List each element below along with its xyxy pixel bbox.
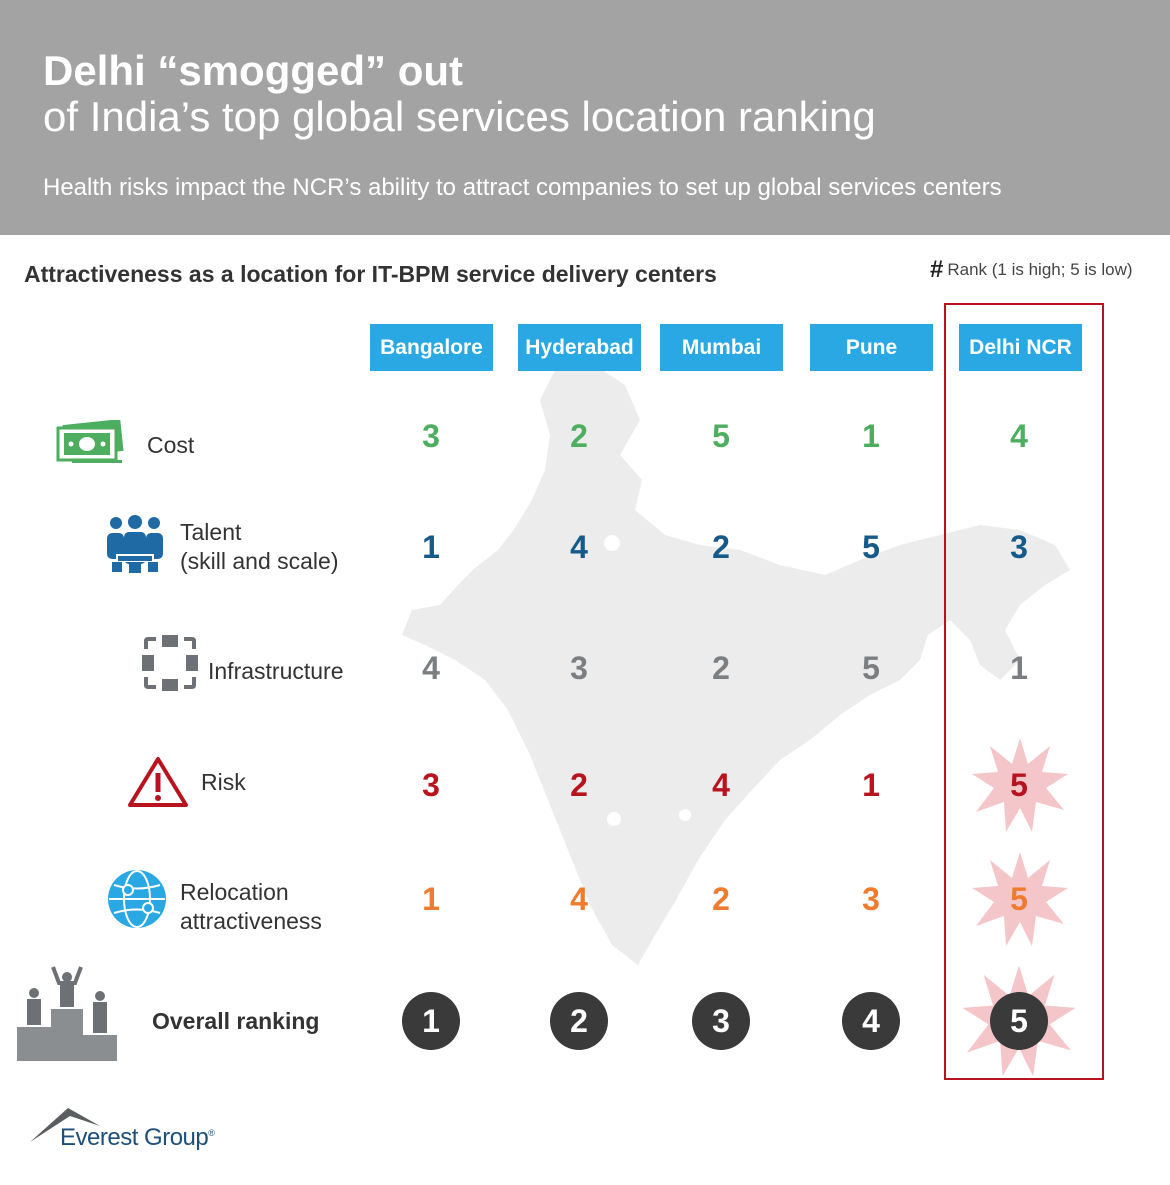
overall-rank-pune: 4 xyxy=(842,992,900,1050)
rank-infrastructure-hyderabad: 3 xyxy=(570,650,588,686)
row-label-infrastructure: Infrastructure xyxy=(208,658,344,684)
header-banner: Delhi “smogged” out of India’s top globa… xyxy=(0,0,1170,235)
burst-relocation-icon xyxy=(972,852,1068,946)
legend-text: Rank (1 is high; 5 is low) xyxy=(947,260,1133,279)
warning-icon xyxy=(128,757,188,807)
rank-infrastructure-mumbai: 2 xyxy=(712,650,730,686)
rank-infrastructure-bangalore: 4 xyxy=(422,650,440,686)
rank-cost-hyderabad: 2 xyxy=(570,418,588,454)
rank-legend: # Rank (1 is high; 5 is low) xyxy=(930,256,1133,284)
row-label-cost: Cost xyxy=(147,432,195,458)
rank-cost-delhi-ncr: 4 xyxy=(1010,418,1028,454)
podium-icon xyxy=(17,966,117,1061)
overall-rank-bangalore: 1 xyxy=(402,992,460,1050)
money-icon xyxy=(56,420,124,463)
rank-relocation-hyderabad: 4 xyxy=(570,881,588,917)
row-label-overall: Overall ranking xyxy=(152,1008,320,1034)
delhi-ncr-highlight-box xyxy=(944,303,1104,1080)
title-bold: Delhi “smogged” out xyxy=(43,47,463,94)
logo-registered-mark: ® xyxy=(208,1128,215,1138)
infrastructure-icon xyxy=(142,635,198,691)
rank-talent-hyderabad: 4 xyxy=(570,529,588,565)
section-title: Attractiveness as a location for IT-BPM … xyxy=(24,261,717,287)
people-icon xyxy=(107,515,163,573)
rank-cost-mumbai: 5 xyxy=(712,418,730,454)
rank-risk-hyderabad: 2 xyxy=(570,767,588,803)
logo-name: Everest Group xyxy=(60,1124,209,1151)
row-label-relocation: Relocation xyxy=(180,879,289,905)
india-map-icon xyxy=(402,365,1070,965)
rank-talent-delhi-ncr: 3 xyxy=(1010,529,1028,565)
column-header-delhi-ncr: Delhi NCR xyxy=(959,324,1082,371)
overall-rank-delhi-ncr: 5 xyxy=(990,992,1048,1050)
rank-relocation-delhi-ncr: 5 xyxy=(1010,881,1028,917)
logo-text: Everest Group® xyxy=(60,1124,215,1152)
rank-cost-bangalore: 3 xyxy=(422,418,440,454)
rank-relocation-pune: 3 xyxy=(862,881,880,917)
column-header-pune: Pune xyxy=(810,324,933,371)
row-label-talent-sub: (skill and scale) xyxy=(180,548,339,574)
row-label-relocation-sub: attractiveness xyxy=(180,908,322,934)
column-header-mumbai: Mumbai xyxy=(660,324,783,371)
column-header-bangalore: Bangalore xyxy=(370,324,493,371)
rank-relocation-mumbai: 2 xyxy=(712,881,730,917)
burst-risk-icon xyxy=(972,738,1068,832)
rank-risk-delhi-ncr: 5 xyxy=(1010,767,1028,803)
title-regular: of India’s top global services location … xyxy=(43,93,876,140)
everest-group-logo-icon xyxy=(30,1108,100,1142)
rank-cost-pune: 1 xyxy=(862,418,880,454)
overall-rank-hyderabad: 2 xyxy=(550,992,608,1050)
rank-infrastructure-pune: 5 xyxy=(862,650,880,686)
rank-relocation-bangalore: 1 xyxy=(422,881,440,917)
column-header-hyderabad: Hyderabad xyxy=(518,324,641,371)
rank-infrastructure-delhi-ncr: 1 xyxy=(1010,650,1028,686)
rank-talent-mumbai: 2 xyxy=(712,529,730,565)
row-label-talent: Talent xyxy=(180,519,242,545)
globe-icon xyxy=(108,870,166,928)
overall-rank-mumbai: 3 xyxy=(692,992,750,1050)
rank-talent-pune: 5 xyxy=(862,529,880,565)
row-label-risk: Risk xyxy=(201,769,246,795)
rank-risk-pune: 1 xyxy=(862,767,880,803)
rank-risk-bangalore: 3 xyxy=(422,767,440,803)
subtitle: Health risks impact the NCR’s ability to… xyxy=(43,174,1002,201)
rank-risk-mumbai: 4 xyxy=(712,767,730,803)
legend-hash-symbol: # xyxy=(930,256,944,283)
rank-talent-bangalore: 1 xyxy=(422,529,440,565)
